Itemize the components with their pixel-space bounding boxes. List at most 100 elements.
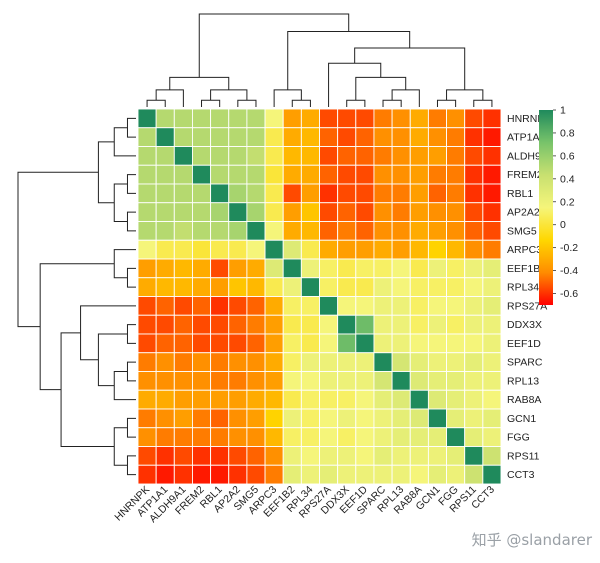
heatmap-cell-GCN1-FGG — [446, 408, 466, 429]
heatmap-cell-SPARC-RPL13 — [391, 352, 411, 372]
heatmap-cell-RPL13-RAB8A — [409, 371, 429, 391]
heatmap-cell-EEF1B2-ARPC3 — [264, 258, 284, 279]
row-dendrogram-link-32 — [126, 324, 136, 344]
heatmap-cell-RPL34-ALDH9A1 — [173, 277, 193, 297]
heatmap-cell-HNRNPK-RAB8A — [409, 108, 429, 129]
heatmap-cell-EEF1D-CCT3 — [482, 333, 502, 354]
heatmap-cell-RPL34-CCT3 — [482, 277, 502, 297]
heatmap-cell-ARPC3-RBL1 — [210, 239, 230, 260]
heatmap-cell-RPL13-HNRNPK — [137, 371, 157, 391]
heatmap-cell-DDX3X-FREM2 — [191, 314, 212, 335]
heatmap-cell-RPL34-GCN1 — [427, 277, 447, 297]
heatmap-cell-CCT3-FREM2 — [191, 464, 212, 485]
heatmap-cell-HNRNPK-RBL1 — [210, 108, 230, 129]
heatmap-cell-EEF1B2-RPS11 — [464, 258, 484, 279]
heatmap-cell-RPL13-CCT3 — [482, 371, 502, 391]
heatmap-cell-FGG-DDX3X — [337, 427, 357, 447]
heatmap-cell-ARPC3-FREM2 — [191, 239, 212, 260]
heatmap-cell-CCT3-EEF1D — [355, 464, 375, 485]
row-dendrogram-link-21 — [113, 127, 136, 157]
heatmap-cell-EEF1B2-RAB8A — [409, 258, 429, 279]
column-dendrogram-link-15 — [382, 99, 402, 107]
heatmap-cell-SPARC-GCN1 — [427, 352, 447, 372]
heatmap-cell-ALDH9A1-ARPC3 — [264, 146, 284, 166]
heatmap-cell-RPS11-RPS11 — [464, 446, 484, 466]
row-dendrogram — [17, 117, 136, 476]
heatmap-cell-RAB8A-FGG — [446, 389, 466, 410]
heatmap-cell-FGG-RPS11 — [464, 427, 484, 447]
heatmap-cell-SMG5-RPL34 — [300, 221, 320, 241]
row-dendrogram-link-37 — [126, 455, 136, 476]
heatmap-cell-ALDH9A1-RPS11 — [464, 146, 484, 166]
heatmap-cell-FGG-RBL1 — [210, 427, 230, 447]
heatmap-cell-SMG5-FGG — [446, 221, 466, 241]
heatmap-cell-RPS27A-RBL1 — [210, 296, 230, 316]
heatmap-cell-FGG-EEF1D — [355, 427, 375, 447]
row-dendrogram-link-27 — [113, 249, 136, 279]
heatmap-cell-GCN1-ALDH9A1 — [173, 408, 193, 429]
heatmap-cell-SMG5-RBL1 — [210, 221, 230, 241]
heatmap-cell-FREM2-FGG — [446, 164, 466, 185]
heatmap-cell-RBL1-RBL1 — [210, 183, 230, 204]
heatmap-cell-AP2A2-CCT3 — [482, 202, 502, 222]
heatmap-cell-HNRNPK-CCT3 — [482, 108, 502, 129]
row-label-SMG5: SMG5 — [507, 225, 537, 237]
heatmap-cell-FGG-EEF1B2 — [282, 427, 302, 447]
heatmap-cell-EEF1B2-ALDH9A1 — [173, 258, 193, 279]
heatmap-cell-DDX3X-RPS11 — [464, 314, 484, 335]
heatmap-cell-RPS27A-ALDH9A1 — [173, 296, 193, 316]
row-label-RPS27A: RPS27A — [507, 300, 547, 312]
column-dendrogram-link-2 — [155, 89, 184, 107]
heatmap-cell-FREM2-EEF1B2 — [282, 164, 302, 185]
column-dendrogram-link-18 — [473, 99, 493, 107]
heatmap-cell-FGG-FREM2 — [191, 427, 212, 447]
heatmap-cell-RAB8A-EEF1D — [355, 389, 375, 410]
heatmap-cell-RBL1-ATP1A1 — [155, 183, 175, 204]
heatmap-cell-RPL34-DDX3X — [337, 277, 357, 297]
heatmap-cell-CCT3-HNRNPK — [137, 464, 157, 485]
heatmap-cell-AP2A2-HNRNPK — [137, 202, 157, 222]
heatmap-cell-RPS11-RPL13 — [391, 446, 411, 466]
heatmap-cell-FREM2-SPARC — [373, 164, 393, 185]
heatmap-cell-RAB8A-RPL34 — [300, 389, 320, 410]
heatmap-cell-RPS27A-FREM2 — [191, 296, 212, 316]
row-label-EEF1B2: EEF1B2 — [507, 263, 546, 275]
heatmap-cell-RAB8A-ARPC3 — [264, 389, 284, 410]
heatmap-cell-RPL34-FREM2 — [191, 277, 212, 297]
column-dendrogram — [146, 13, 493, 107]
heatmap-cell-FREM2-ARPC3 — [264, 164, 284, 185]
heatmap-cell-RPL13-SMG5 — [246, 371, 266, 391]
heatmap-cell-RPS11-CCT3 — [482, 446, 502, 466]
heatmap-cell-EEF1B2-FREM2 — [191, 258, 212, 279]
heatmap-cell-RPL34-EEF1D — [355, 277, 375, 297]
heatmap-cell-FREM2-AP2A2 — [228, 164, 248, 185]
heatmap-cell-EEF1D-RPL34 — [300, 333, 320, 354]
heatmap-cell-SMG5-EEF1B2 — [282, 221, 302, 241]
heatmap-cell-RAB8A-ATP1A1 — [155, 389, 175, 410]
heatmap-cell-RBL1-RPS27A — [319, 183, 339, 204]
heatmap-cell-ATP1A1-ALDH9A1 — [173, 127, 193, 147]
heatmap-cell-ATP1A1-RPL34 — [300, 127, 320, 147]
heatmap-cell-EEF1D-GCN1 — [427, 333, 447, 354]
heatmap-cell-FREM2-EEF1D — [355, 164, 375, 185]
colorbar-tick-label-4: 0.2 — [560, 196, 575, 208]
heatmap-cell-FREM2-RBL1 — [210, 164, 230, 185]
heatmap-cell-HNRNPK-HNRNPK — [137, 108, 157, 129]
heatmap-cell-RBL1-RPL13 — [391, 183, 411, 204]
heatmap-cell-EEF1B2-RPS27A — [319, 258, 339, 279]
row-label-CCT3: CCT3 — [507, 469, 535, 481]
heatmap-cell-SMG5-GCN1 — [427, 221, 447, 241]
heatmap-cell-RAB8A-FREM2 — [191, 389, 212, 410]
heatmap-cell-CCT3-CCT3 — [482, 464, 502, 485]
column-dendrogram-link-9 — [291, 99, 311, 107]
heatmap-cell-EEF1B2-RPL34 — [300, 258, 320, 279]
heatmap-cell-ATP1A1-EEF1B2 — [282, 127, 302, 147]
colorbar-tick-label-2: 0.6 — [560, 150, 575, 162]
heatmap-cell-GCN1-GCN1 — [427, 408, 447, 429]
heatmap-cell-ARPC3-RPL13 — [391, 239, 411, 260]
heatmap-cell-DDX3X-DDX3X — [337, 314, 357, 335]
heatmap-cell-RBL1-RPS11 — [464, 183, 484, 204]
column-dendrogram-link-1 — [169, 76, 230, 90]
heatmap-cell-EEF1D-FGG — [446, 333, 466, 354]
heatmap-cell-RPL13-FREM2 — [191, 371, 212, 391]
